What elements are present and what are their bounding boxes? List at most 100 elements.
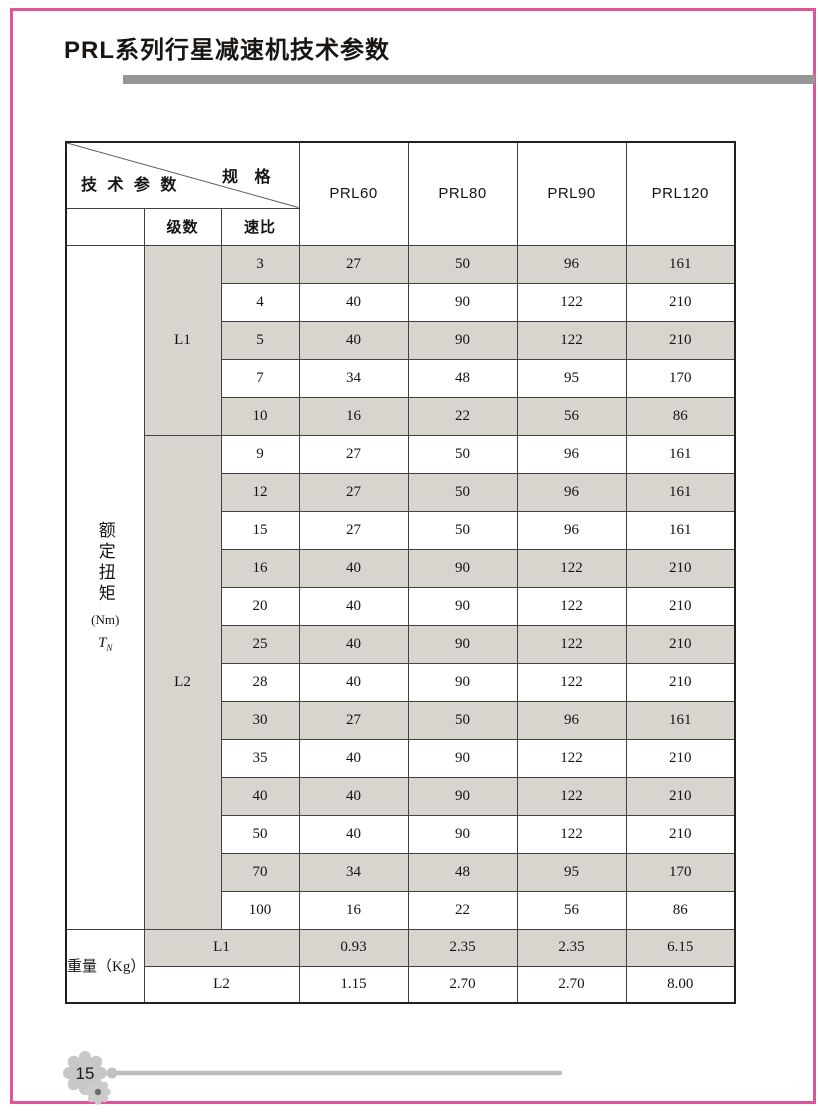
diagonal-divider bbox=[67, 143, 299, 208]
value-cell: 90 bbox=[407, 282, 518, 322]
value-cell: 56 bbox=[516, 396, 627, 436]
ratio-cell: 3 bbox=[220, 244, 300, 284]
value-cell: 50 bbox=[407, 510, 518, 550]
weight-value-cell: 6.15 bbox=[625, 928, 736, 967]
torque-label-cell: 额定扭矩 (Nm) TN bbox=[65, 244, 145, 930]
value-cell: 161 bbox=[625, 510, 736, 550]
torque-unit: (Nm) bbox=[91, 612, 120, 627]
title-underline-bar bbox=[123, 75, 815, 84]
value-cell: 122 bbox=[516, 320, 627, 360]
value-cell: 40 bbox=[298, 662, 409, 702]
gear-icon bbox=[63, 1051, 107, 1095]
stage-group-cell: L2 bbox=[143, 434, 222, 930]
header-stage: 级数 bbox=[143, 207, 222, 246]
ratio-cell: 12 bbox=[220, 472, 300, 512]
stage-group-cell: L1 bbox=[143, 244, 222, 436]
column-header-prl80: PRL80 bbox=[407, 141, 518, 246]
column-header-prl120: PRL120 bbox=[625, 141, 736, 246]
footer-line-dot bbox=[106, 1067, 118, 1079]
table-row: 20 40 90 122 210 bbox=[66, 586, 736, 626]
value-cell: 161 bbox=[625, 472, 736, 512]
torque-symbol: TN bbox=[98, 635, 112, 653]
weight-value-cell: 2.35 bbox=[407, 928, 518, 967]
ratio-cell: 40 bbox=[220, 776, 300, 816]
value-cell: 96 bbox=[516, 510, 627, 550]
value-cell: 210 bbox=[625, 814, 736, 854]
page-title: PRL系列行星减速机技术参数 bbox=[64, 37, 390, 64]
empty-header-cell bbox=[65, 207, 145, 246]
torque-symbol-subscript: N bbox=[106, 643, 113, 653]
table-row: 7 34 48 95 170 bbox=[66, 358, 736, 398]
column-header-prl60: PRL60 bbox=[298, 141, 409, 246]
value-cell: 122 bbox=[516, 662, 627, 702]
value-cell: 210 bbox=[625, 776, 736, 816]
value-cell: 210 bbox=[625, 738, 736, 778]
value-cell: 27 bbox=[298, 510, 409, 550]
value-cell: 22 bbox=[407, 890, 518, 930]
value-cell: 122 bbox=[516, 776, 627, 816]
weight-stage-cell: L2 bbox=[143, 965, 300, 1004]
table-row: 5 40 90 122 210 bbox=[66, 320, 736, 360]
header-ratio: 速比 bbox=[220, 207, 300, 246]
ratio-cell: 25 bbox=[220, 624, 300, 664]
table-row: 25 40 90 122 210 bbox=[66, 624, 736, 664]
table-row: L2 9 27 50 96 161 bbox=[66, 434, 736, 930]
value-cell: 210 bbox=[625, 586, 736, 626]
value-cell: 210 bbox=[625, 662, 736, 702]
value-cell: 161 bbox=[625, 434, 736, 474]
value-cell: 40 bbox=[298, 776, 409, 816]
value-cell: 22 bbox=[407, 396, 518, 436]
weight-row-l2: L2 1.15 2.70 2.70 8.00 bbox=[66, 965, 736, 1004]
value-cell: 40 bbox=[298, 738, 409, 778]
ratio-cell: 4 bbox=[220, 282, 300, 322]
value-cell: 122 bbox=[516, 814, 627, 854]
torque-label: 额定扭矩 (Nm) TN bbox=[67, 521, 144, 653]
value-cell: 96 bbox=[516, 434, 627, 474]
value-cell: 161 bbox=[625, 700, 736, 740]
corner-label-params: 技 术 参 数 bbox=[81, 176, 180, 194]
weight-row-l1: 重量（Kg） L1 0.93 2.35 2.35 6.15 bbox=[65, 928, 736, 1004]
table-corner-cell: 规 格 技 术 参 数 bbox=[65, 141, 300, 209]
header-row-1: 规 格 技 术 参 数 PRL60 PRL80 PRL90 PRL120 bbox=[65, 141, 736, 246]
value-cell: 95 bbox=[516, 358, 627, 398]
value-cell: 40 bbox=[298, 548, 409, 588]
ratio-cell: 70 bbox=[220, 852, 300, 892]
value-cell: 210 bbox=[625, 282, 736, 322]
value-cell: 86 bbox=[625, 396, 736, 436]
value-cell: 90 bbox=[407, 814, 518, 854]
value-cell: 161 bbox=[625, 244, 736, 284]
ratio-cell: 100 bbox=[220, 890, 300, 930]
value-cell: 16 bbox=[298, 396, 409, 436]
ratio-cell: 20 bbox=[220, 586, 300, 626]
table-row: 28 40 90 122 210 bbox=[66, 662, 736, 702]
value-cell: 50 bbox=[407, 434, 518, 474]
weight-value-cell: 8.00 bbox=[625, 965, 736, 1004]
table-row: 10 16 22 56 86 bbox=[66, 396, 736, 436]
weight-stage-cell: L1 bbox=[143, 928, 300, 967]
table-row: 额定扭矩 (Nm) TN L1 3 27 50 96 161 bbox=[65, 244, 736, 930]
ratio-cell: 28 bbox=[220, 662, 300, 702]
footer-decoration: 15 bbox=[63, 1051, 563, 1105]
ratio-cell: 35 bbox=[220, 738, 300, 778]
value-cell: 90 bbox=[407, 738, 518, 778]
value-cell: 96 bbox=[516, 472, 627, 512]
value-cell: 50 bbox=[407, 244, 518, 284]
value-cell: 122 bbox=[516, 624, 627, 664]
value-cell: 34 bbox=[298, 358, 409, 398]
value-cell: 210 bbox=[625, 624, 736, 664]
value-cell: 27 bbox=[298, 434, 409, 474]
table-row: 100 16 22 56 86 bbox=[66, 890, 736, 930]
value-cell: 34 bbox=[298, 852, 409, 892]
weight-value-cell: 2.70 bbox=[407, 965, 518, 1004]
ratio-cell: 7 bbox=[220, 358, 300, 398]
ratio-cell: 50 bbox=[220, 814, 300, 854]
torque-symbol-letter: T bbox=[98, 635, 107, 651]
value-cell: 170 bbox=[625, 358, 736, 398]
value-cell: 27 bbox=[298, 700, 409, 740]
value-cell: 50 bbox=[407, 472, 518, 512]
value-cell: 96 bbox=[516, 244, 627, 284]
value-cell: 122 bbox=[516, 586, 627, 626]
weight-value-cell: 2.70 bbox=[516, 965, 627, 1004]
weight-value-cell: 1.15 bbox=[298, 965, 409, 1004]
value-cell: 27 bbox=[298, 244, 409, 284]
